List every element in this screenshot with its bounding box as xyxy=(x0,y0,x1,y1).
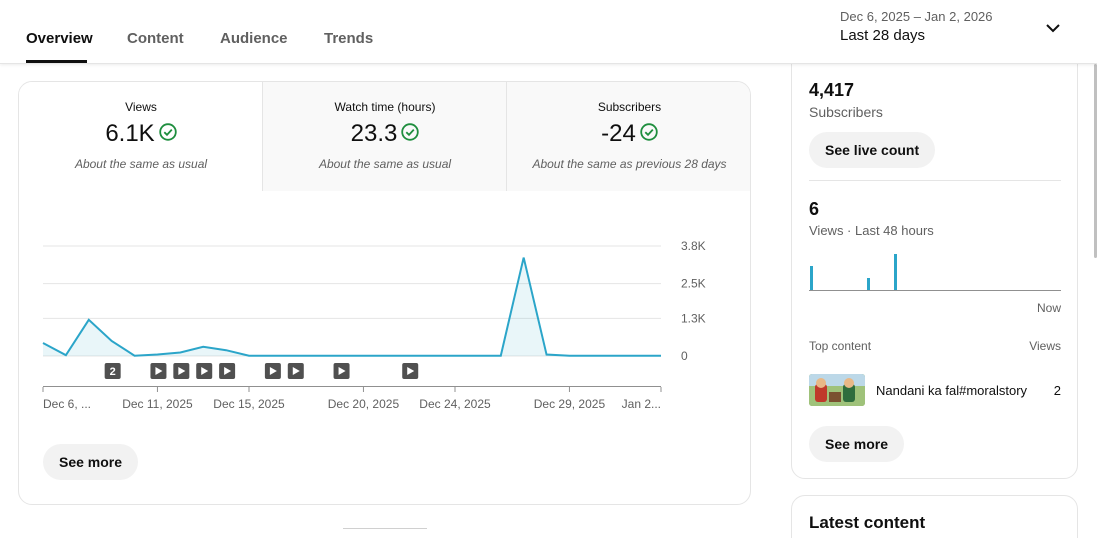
video-marker[interactable] xyxy=(150,363,167,379)
video-marker[interactable] xyxy=(402,363,419,379)
top-bar: Overview Content Audience Trends Dec 6, … xyxy=(0,0,1097,64)
metric-note: About the same as previous 28 days xyxy=(532,157,727,171)
scroll-indicator xyxy=(343,528,427,529)
date-range-text[interactable]: Dec 6, 2025 – Jan 2, 2026 xyxy=(840,9,993,24)
tab-overview[interactable]: Overview xyxy=(26,30,93,47)
y-tick-label: 2.5K xyxy=(681,277,706,291)
thumbnail-image xyxy=(809,374,865,406)
video-marker[interactable] xyxy=(333,363,350,379)
tab-audience[interactable]: Audience xyxy=(220,30,288,47)
metric-label: Subscribers xyxy=(597,100,662,114)
metric-value-text: 23.3 xyxy=(350,120,398,147)
x-tick-label: Dec 11, 2025 xyxy=(122,397,193,411)
metric-subscribers[interactable]: Subscribers -24 About the same as previo… xyxy=(507,82,750,191)
series-area xyxy=(43,257,661,356)
video-marker[interactable] xyxy=(287,363,304,379)
video-marker[interactable] xyxy=(264,363,281,379)
check-circle-icon xyxy=(158,122,177,141)
metric-note: About the same as usual xyxy=(74,157,208,171)
latest-content-card: Latest content xyxy=(791,495,1078,538)
metric-value-text: 6.1K xyxy=(105,120,155,147)
check-circle-icon xyxy=(640,122,658,141)
views-chart[interactable]: 0 1.3K 2.5K 3.8K Dec 6, ... Dec 11, 2025 Dec 1… xyxy=(19,82,751,422)
y-tick-label: 0 xyxy=(681,349,688,363)
subscriber-label: Subscribers xyxy=(809,104,883,120)
metric-divider xyxy=(506,82,507,191)
metric-tabs: Views 6.1K About the same as usual Watch… xyxy=(19,82,750,191)
active-tab-indicator xyxy=(26,60,87,63)
views-column-label: Views xyxy=(1029,339,1061,353)
metric-views[interactable]: Views 6.1K About the same as usual xyxy=(19,82,263,191)
realtime-bar xyxy=(867,278,870,290)
now-label: Now xyxy=(1036,301,1061,315)
top-content-label: Top content xyxy=(809,339,872,353)
chevron-down-icon[interactable] xyxy=(1044,19,1062,37)
x-tick-label: Dec 20, 2025 xyxy=(328,397,400,411)
subscriber-count: 4,417 xyxy=(809,80,855,100)
video-marker[interactable] xyxy=(219,363,236,379)
scrollbar[interactable] xyxy=(1094,64,1097,258)
metric-watch-time[interactable]: Watch time (hours) 23.3 About the same a… xyxy=(263,82,507,191)
metric-value: -24 xyxy=(507,120,750,148)
y-tick-label: 3.8K xyxy=(681,239,706,253)
x-tick-label: Dec 24, 2025 xyxy=(419,397,491,411)
top-content-views: 2 xyxy=(1053,383,1061,398)
see-more-button[interactable]: See more xyxy=(809,426,905,462)
date-period-label[interactable]: Last 28 days xyxy=(840,27,926,44)
latest-content-title: Latest content xyxy=(809,513,926,532)
realtime-views-label: Views · Last 48 hours xyxy=(809,223,934,238)
video-marker[interactable] xyxy=(196,363,213,379)
see-live-count-button[interactable]: See live count xyxy=(809,132,936,168)
metric-value: 6.1K xyxy=(19,120,263,148)
series-line xyxy=(42,257,661,357)
x-tick-label: Jan 2... xyxy=(622,397,661,411)
realtime-views: 6 xyxy=(809,199,820,219)
x-tick-label: Dec 29, 2025 xyxy=(534,397,606,411)
realtime-bar xyxy=(810,266,813,290)
svg-text:2: 2 xyxy=(110,366,116,378)
top-content-title[interactable]: Nandani ka fal#moralstory xyxy=(876,383,1028,398)
realtime-bar xyxy=(894,254,897,290)
realtime-card: 4,417 Subscribers See live count 6 Views… xyxy=(791,40,1078,479)
metric-value: 23.3 xyxy=(263,120,507,148)
x-tick-label: Dec 15, 2025 xyxy=(213,397,285,411)
tab-content[interactable]: Content xyxy=(127,30,184,47)
metric-label: Views xyxy=(125,100,157,114)
metric-value-text: -24 xyxy=(601,120,636,147)
y-tick-label: 1.3K xyxy=(681,311,706,325)
metric-divider xyxy=(262,82,263,191)
tab-trends[interactable]: Trends xyxy=(324,30,374,47)
metric-note: About the same as usual xyxy=(318,157,452,171)
realtime-bar-chart[interactable] xyxy=(809,251,1061,293)
divider xyxy=(809,180,1061,181)
see-more-button[interactable]: See more xyxy=(43,444,139,480)
metric-label: Watch time (hours) xyxy=(334,100,436,114)
video-marker[interactable] xyxy=(173,363,190,379)
check-circle-icon xyxy=(401,122,420,141)
video-marker[interactable]: 2 xyxy=(104,363,121,379)
x-tick-label: Dec 6, ... xyxy=(43,397,91,411)
overview-card: Views 6.1K About the same as usual Watch… xyxy=(18,81,751,505)
video-thumbnail[interactable] xyxy=(809,374,865,406)
